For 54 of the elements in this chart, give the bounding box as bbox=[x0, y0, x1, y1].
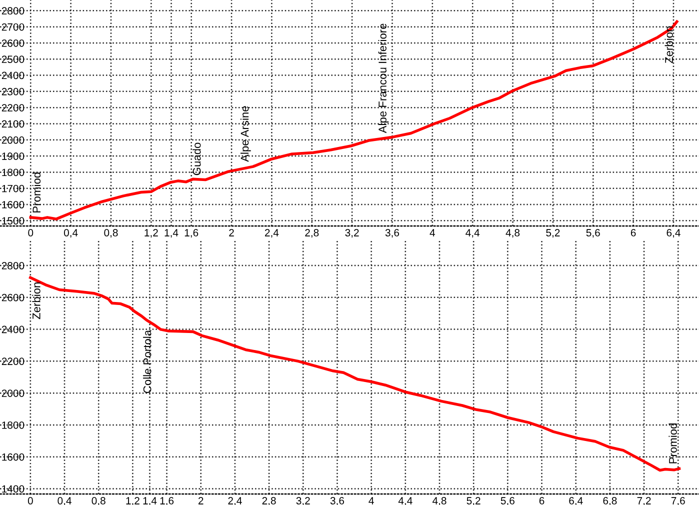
y-tick-label: 1600 bbox=[2, 201, 24, 208]
y-tick-label: 1600 bbox=[2, 453, 24, 461]
y-tick-label: 2600 bbox=[2, 294, 24, 302]
x-tick-label: 6,4 bbox=[666, 229, 680, 238]
x-tick-label: 2,8 bbox=[305, 229, 319, 238]
x-tick-label: 3,2 bbox=[345, 229, 359, 238]
y-tick-label: 2600 bbox=[2, 39, 24, 47]
x-tick-label: 4 bbox=[368, 497, 374, 504]
x-tick-label: 0,4 bbox=[64, 229, 78, 238]
x-tick-label: 2 bbox=[229, 229, 234, 236]
y-tick-label: 2700 bbox=[2, 23, 24, 31]
x-tick-label: 0,8 bbox=[104, 229, 118, 238]
x-tick-label: 6 bbox=[630, 229, 636, 236]
x-tick-label: 2,4 bbox=[264, 229, 279, 238]
y-tick-label: 2400 bbox=[2, 72, 24, 80]
annotation: Promiod bbox=[668, 424, 677, 464]
annotation: Alpe Francou Inferiore bbox=[378, 24, 389, 134]
x-tick-label: 2 bbox=[198, 497, 204, 504]
y-tick-label: 1500 bbox=[2, 217, 24, 225]
line-series bbox=[29, 276, 681, 472]
y-tick-label: 2300 bbox=[2, 88, 24, 96]
x-tick-label: 1,6 bbox=[184, 229, 198, 238]
y-tick-label: 2000 bbox=[2, 136, 24, 144]
y-tick-label: 1800 bbox=[2, 421, 24, 429]
annotation: Zerbion bbox=[32, 282, 40, 320]
y-tick-label: 1800 bbox=[2, 168, 24, 176]
annotation: Alpe Arsine bbox=[240, 106, 251, 162]
x-tick-label: 4,8 bbox=[506, 229, 520, 238]
x-tick-label: 3,6 bbox=[385, 229, 400, 238]
annotation: Zerbion bbox=[664, 26, 673, 64]
y-tick-label: 2800 bbox=[2, 7, 24, 15]
y-tick-label: 2400 bbox=[2, 326, 24, 334]
annotation: Colle Portola bbox=[143, 330, 152, 393]
x-tick-label: 1,4 bbox=[164, 229, 178, 238]
y-tick-label: 1400 bbox=[2, 485, 24, 493]
y-tick-label: 2200 bbox=[2, 358, 24, 366]
line-series bbox=[29, 20, 678, 220]
y-tick-label: 1900 bbox=[2, 152, 24, 160]
y-tick-label: 2000 bbox=[2, 390, 24, 397]
x-tick-label: 4 bbox=[430, 229, 436, 236]
x-tick-label: 0 bbox=[28, 229, 34, 236]
y-tick-label: 2500 bbox=[2, 56, 24, 63]
y-tick-label: 2200 bbox=[2, 104, 24, 112]
x-tick-label: 6 bbox=[539, 497, 544, 504]
x-tick-label: 5,2 bbox=[546, 229, 560, 238]
annotation: Promiod bbox=[32, 172, 41, 212]
x-tick-label: 4,4 bbox=[466, 229, 480, 238]
y-tick-label: 2100 bbox=[2, 120, 24, 128]
x-tick-label: 1,2 bbox=[144, 229, 158, 238]
x-tick-label: 5,6 bbox=[586, 229, 600, 238]
y-tick-label: 1700 bbox=[2, 184, 24, 192]
x-tick-label: 0 bbox=[28, 497, 33, 504]
y-tick-label: 2800 bbox=[2, 262, 24, 270]
annotation: Guado bbox=[192, 142, 201, 176]
